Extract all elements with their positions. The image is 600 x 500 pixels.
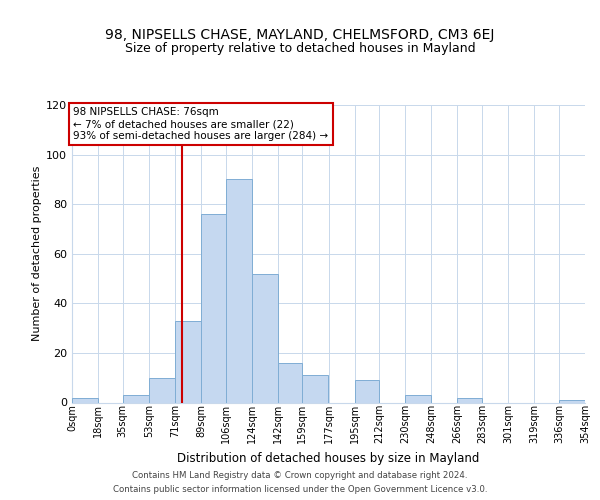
- Bar: [457, 398, 482, 402]
- Bar: [302, 375, 329, 402]
- Text: 98, NIPSELLS CHASE, MAYLAND, CHELMSFORD, CM3 6EJ: 98, NIPSELLS CHASE, MAYLAND, CHELMSFORD,…: [106, 28, 494, 42]
- Y-axis label: Number of detached properties: Number of detached properties: [32, 166, 42, 342]
- Bar: [251, 274, 278, 402]
- Text: 98 NIPSELLS CHASE: 76sqm
← 7% of detached houses are smaller (22)
93% of semi-de: 98 NIPSELLS CHASE: 76sqm ← 7% of detache…: [73, 108, 329, 140]
- X-axis label: Distribution of detached houses by size in Mayland: Distribution of detached houses by size …: [178, 452, 479, 464]
- Bar: [123, 395, 149, 402]
- Text: Contains public sector information licensed under the Open Government Licence v3: Contains public sector information licen…: [113, 484, 487, 494]
- Bar: [72, 398, 98, 402]
- Bar: [201, 214, 226, 402]
- Text: Size of property relative to detached houses in Mayland: Size of property relative to detached ho…: [125, 42, 475, 55]
- Text: Contains HM Land Registry data © Crown copyright and database right 2024.: Contains HM Land Registry data © Crown c…: [132, 472, 468, 480]
- Bar: [175, 320, 201, 402]
- Bar: [559, 400, 585, 402]
- Bar: [406, 395, 431, 402]
- Bar: [278, 363, 302, 403]
- Bar: [355, 380, 379, 402]
- Bar: [226, 180, 251, 402]
- Bar: [149, 378, 175, 402]
